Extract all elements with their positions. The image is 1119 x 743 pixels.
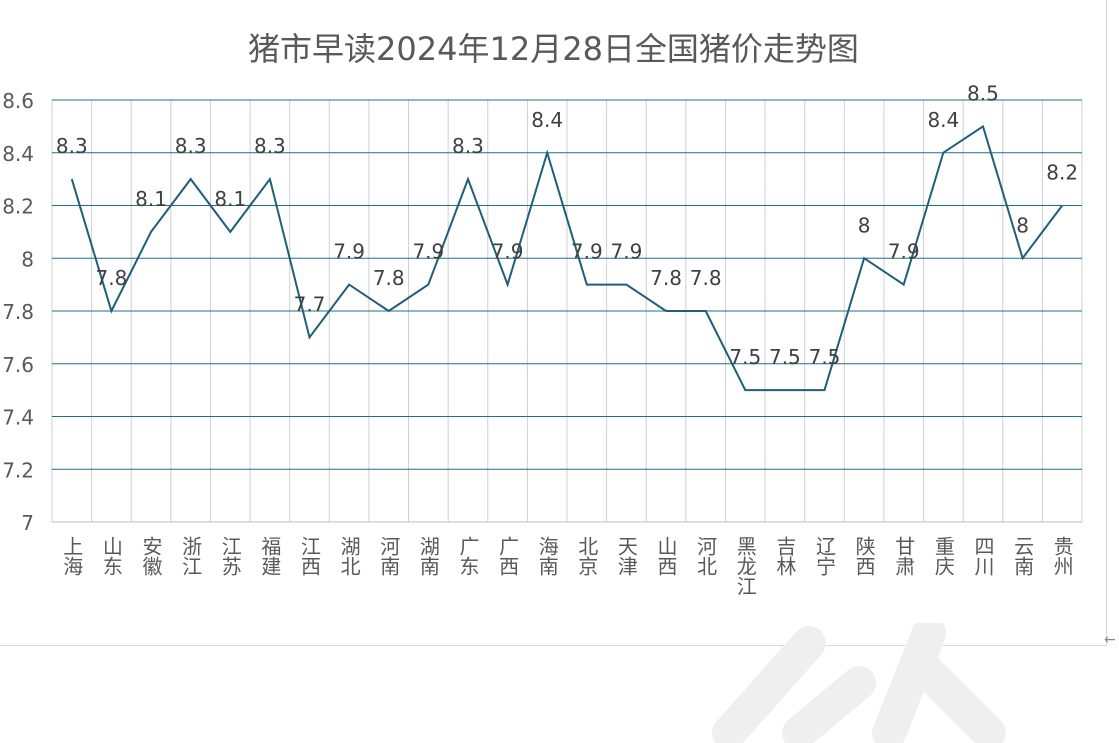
data-label: 7.5 xyxy=(809,345,841,369)
resize-arrow-icon: ← xyxy=(1104,632,1116,648)
x-tick-label: 吉林 xyxy=(773,536,797,576)
x-tick-label: 贵州 xyxy=(1050,536,1074,576)
data-label: 7.7 xyxy=(294,292,326,316)
data-label: 8.3 xyxy=(175,134,207,158)
x-tick-label: 浙江 xyxy=(179,536,203,576)
x-tick-label: 北京 xyxy=(575,536,599,576)
data-label: 7.9 xyxy=(888,240,920,264)
data-label: 7.8 xyxy=(650,266,682,290)
data-label: 8.4 xyxy=(927,108,959,132)
y-tick-label: 7.4 xyxy=(2,406,34,430)
chart-title: 猪市早读2024年12月28日全国猪价走势图 xyxy=(248,30,859,68)
y-tick-label: 8.6 xyxy=(2,89,34,113)
x-tick-label: 海南 xyxy=(535,536,559,576)
x-tick-label: 陕西 xyxy=(852,536,876,576)
x-tick-label: 重庆 xyxy=(931,536,955,576)
data-label: 8.5 xyxy=(967,81,999,105)
data-label: 7.8 xyxy=(690,266,722,290)
data-label: 7.5 xyxy=(769,345,801,369)
y-tick-label: 7.6 xyxy=(2,353,34,377)
data-label: 8.1 xyxy=(214,187,246,211)
data-label: 8.2 xyxy=(1046,161,1078,185)
x-tick-label: 天津 xyxy=(614,536,638,576)
x-tick-label: 江苏 xyxy=(218,536,242,576)
data-label: 8.1 xyxy=(135,187,167,211)
data-label: 7.8 xyxy=(373,266,405,290)
y-tick-label: 7.8 xyxy=(2,300,34,324)
x-tick-label: 云南 xyxy=(1011,536,1035,576)
x-tick-label: 广东 xyxy=(456,536,480,576)
x-tick-label: 辽宁 xyxy=(813,536,837,576)
x-tick-label: 湖南 xyxy=(416,536,440,576)
x-tick-label: 河南 xyxy=(377,536,401,576)
data-label: 8 xyxy=(858,213,871,237)
x-tick-label: 安徽 xyxy=(139,536,163,576)
x-tick-label: 甘肃 xyxy=(892,536,916,576)
y-tick-label: 7 xyxy=(21,511,34,535)
data-label: 7.9 xyxy=(492,240,524,264)
x-tick-label: 湖北 xyxy=(337,536,361,576)
x-tick-label: 江西 xyxy=(298,536,322,576)
data-label: 7.9 xyxy=(571,240,603,264)
x-tick-label: 河北 xyxy=(694,536,718,576)
chart-frame: 猪市早读2024年12月28日全国猪价走势图 xyxy=(0,0,1107,646)
data-label: 7.9 xyxy=(412,240,444,264)
data-label: 8 xyxy=(1016,213,1029,237)
watermark-logo xyxy=(712,623,1006,743)
data-label: 8.3 xyxy=(56,134,88,158)
data-label: 7.9 xyxy=(611,240,643,264)
series-line xyxy=(70,124,1063,392)
x-tick-label: 上海 xyxy=(60,536,84,576)
x-tick-label: 山西 xyxy=(654,536,678,576)
y-tick-label: 8 xyxy=(21,247,34,271)
data-label: 8.3 xyxy=(452,134,484,158)
data-label: 7.8 xyxy=(96,266,128,290)
data-label: 8.4 xyxy=(531,108,563,132)
x-tick-label: 山东 xyxy=(99,536,123,576)
y-tick-label: 7.2 xyxy=(2,458,34,482)
data-label: 7.5 xyxy=(729,345,761,369)
data-label: 7.9 xyxy=(333,240,365,264)
x-tick-label: 黑龙江 xyxy=(733,536,757,596)
chart-plot: 77.27.47.67.888.28.48.6上海 山东 安徽 浙江 江苏 福建 江西 湖北河… xyxy=(2,81,1083,596)
x-tick-label: 广西 xyxy=(496,536,520,576)
x-tick-label: 四川 xyxy=(971,536,995,576)
y-tick-label: 8.2 xyxy=(2,195,34,219)
data-label: 8.3 xyxy=(254,134,286,158)
x-tick-label: 福建 xyxy=(258,536,282,576)
y-tick-label: 8.4 xyxy=(2,142,34,166)
